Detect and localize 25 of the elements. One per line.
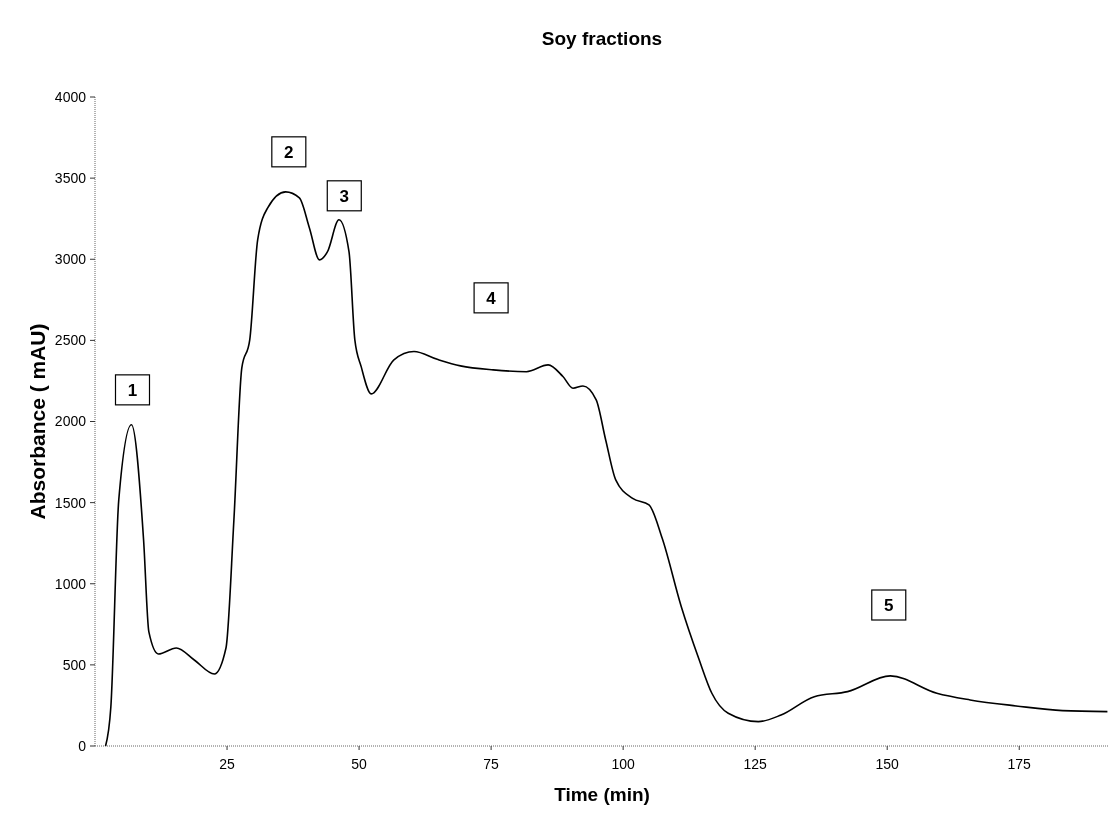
x-tick-label: 100 [611, 756, 636, 772]
y-tick-label: 1000 [54, 575, 87, 592]
annotation: 4 [486, 288, 497, 308]
y-tick-label: 2000 [54, 413, 87, 430]
x-tick-label: 125 [743, 756, 768, 772]
y-tick-label: 0 [78, 737, 87, 754]
annotation: 1 [127, 380, 138, 400]
x-tick-label: 50 [351, 756, 368, 772]
x-tick-label: 75 [483, 756, 500, 772]
x-tick-label: 175 [1007, 756, 1032, 772]
annotation: 2 [284, 142, 294, 162]
y-tick-label: 1500 [54, 494, 87, 511]
y-axis-title: Absorbance ( mAU) [26, 323, 49, 520]
x-tick-label: 150 [875, 756, 900, 772]
annotation: 3 [339, 186, 350, 206]
line-series [104, 191, 1109, 747]
annotation: 5 [884, 595, 894, 615]
chart-title: Soy fractions [541, 28, 663, 49]
y-tick-label: 2500 [54, 332, 87, 349]
x-axis-title: Time (min) [554, 784, 650, 805]
y-tick-label: 3000 [54, 251, 87, 268]
y-tick-label: 500 [62, 656, 87, 673]
y-tick-label: 4000 [54, 88, 87, 105]
x-tick-label: 25 [219, 756, 236, 772]
y-tick-label: 3500 [54, 170, 87, 187]
